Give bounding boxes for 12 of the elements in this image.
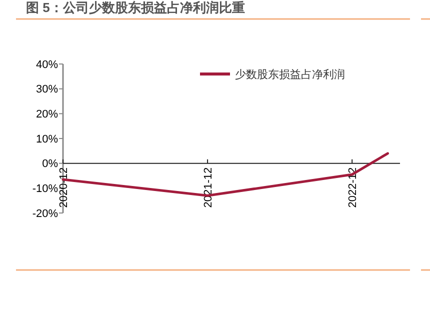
x-tick-label: 2021-12 [202, 167, 214, 208]
x-tick-label: 2022-12 [346, 167, 359, 208]
chart-title: 图 5：公司少数股东损益占净利润比重 [26, 0, 245, 15]
y-tick-label: -20% [32, 208, 58, 220]
y-tick-label: 0% [42, 158, 58, 170]
legend-label: 少数股东损益占净利润 [235, 68, 345, 81]
y-tick-label: -10% [32, 183, 58, 196]
y-tick-label: 40% [36, 58, 58, 71]
y-tick-label: 20% [36, 108, 58, 121]
y-tick-label: 30% [36, 84, 58, 96]
x-tick-label: 2020-12 [58, 167, 70, 208]
y-tick-label: 10% [36, 133, 58, 146]
